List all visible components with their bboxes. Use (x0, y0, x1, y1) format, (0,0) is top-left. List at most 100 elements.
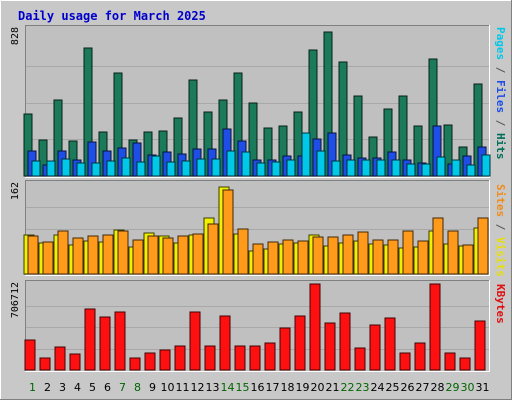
bar-kbytes-day-9 (144, 352, 156, 371)
bar-kbytes-day-2 (39, 357, 51, 371)
panel-1-legend-part-1: Pages (494, 27, 507, 60)
bar-pages-day-9 (151, 155, 161, 177)
chart-title: Daily usage for March 2025 (18, 9, 206, 23)
bar-sites-day-22 (342, 234, 354, 275)
x-tick-label-23: 23 (356, 381, 370, 394)
x-tick-label-12: 12 (191, 381, 205, 394)
bar-sites-day-15 (237, 228, 249, 275)
bar-sites-day-12 (192, 233, 204, 275)
panel-1-ymax-label: 828 (10, 27, 21, 45)
x-tick-label-17: 17 (266, 381, 280, 394)
bar-kbytes-day-16 (249, 345, 261, 371)
bar-pages-day-14 (226, 150, 236, 177)
panel-3-ymax-label: 706712 (10, 282, 21, 318)
x-tick-label-11: 11 (176, 381, 190, 394)
bar-kbytes-day-5 (84, 308, 96, 371)
bar-kbytes-day-29 (444, 352, 456, 371)
bar-kbytes-day-10 (159, 349, 171, 371)
bar-sites-day-29 (447, 230, 459, 275)
bar-sites-day-28 (432, 217, 444, 275)
bar-pages-day-5 (91, 162, 101, 177)
x-tick-label-7: 7 (119, 381, 126, 394)
panel-2: 162 Sites / Visits (10, 180, 507, 277)
bar-kbytes-day-1 (24, 339, 36, 371)
bar-kbytes-day-24 (369, 324, 381, 371)
bar-sites-day-24 (372, 239, 384, 275)
x-tick-label-29: 29 (446, 381, 460, 394)
x-tick-label-21: 21 (326, 381, 340, 394)
series-kbytes (24, 283, 486, 371)
panel-1: 828 Pages / Files / Hits (10, 25, 507, 178)
bar-pages-day-30 (466, 164, 476, 177)
x-tick-label-2: 2 (44, 381, 51, 394)
bar-sites-day-16 (252, 243, 264, 275)
x-tick-label-24: 24 (371, 381, 385, 394)
bar-kbytes-day-13 (204, 345, 216, 371)
panels: 828 Pages / Files / Hits 162 Sites / Visits… (10, 25, 507, 372)
bar-pages-day-22 (346, 159, 356, 177)
x-tick-label-16: 16 (251, 381, 265, 394)
x-tick-label-18: 18 (281, 381, 295, 394)
bar-sites-day-11 (177, 235, 189, 275)
x-tick-label-13: 13 (206, 381, 220, 394)
bar-sites-day-7 (117, 230, 129, 275)
bar-pages-day-12 (196, 158, 206, 177)
bar-kbytes-day-27 (414, 342, 426, 371)
panel-2-legend-part-2: / (494, 217, 507, 237)
panel-3-legend-part-1: KBytes (494, 284, 507, 324)
bar-kbytes-day-4 (69, 353, 81, 371)
series-sites (27, 189, 489, 275)
bar-pages-day-11 (181, 160, 191, 177)
x-tick-label-30: 30 (461, 381, 475, 394)
x-tick-label-26: 26 (401, 381, 415, 394)
bar-sites-day-8 (132, 239, 144, 275)
bar-sites-day-23 (357, 231, 369, 275)
bar-sites-day-20 (312, 236, 324, 275)
bar-kbytes-day-12 (189, 311, 201, 371)
bar-pages-day-7 (121, 157, 131, 177)
panel-2-legend-part-1: Sites (494, 184, 507, 217)
bar-pages-day-24 (376, 159, 386, 177)
x-tick-label-28: 28 (431, 381, 445, 394)
bar-sites-day-17 (267, 241, 279, 275)
x-tick-label-10: 10 (161, 381, 175, 394)
x-tick-label-5: 5 (89, 381, 96, 394)
x-tick-label-3: 3 (59, 381, 66, 394)
bar-sites-day-6 (102, 234, 114, 275)
bar-kbytes-day-17 (264, 342, 276, 371)
bar-sites-day-3 (57, 230, 69, 275)
bar-sites-day-1 (27, 235, 39, 275)
series-pages (31, 132, 491, 177)
bar-kbytes-day-30 (459, 357, 471, 371)
x-tick-label-14: 14 (221, 381, 235, 394)
bar-kbytes-day-26 (399, 352, 411, 371)
bar-pages-day-15 (241, 151, 251, 177)
x-tick-label-19: 19 (296, 381, 310, 394)
x-tick-label-20: 20 (311, 381, 325, 394)
bar-kbytes-day-8 (129, 357, 141, 371)
bar-kbytes-day-11 (174, 345, 186, 371)
x-tick-label-31: 31 (476, 381, 490, 394)
bar-sites-day-4 (72, 237, 84, 275)
bar-kbytes-day-20 (309, 283, 321, 371)
bar-pages-day-20 (316, 150, 326, 177)
bar-pages-day-4 (76, 162, 86, 177)
bar-kbytes-day-18 (279, 327, 291, 371)
x-tick-label-6: 6 (104, 381, 111, 394)
bar-pages-day-10 (166, 161, 176, 177)
bar-sites-day-31 (477, 217, 489, 275)
bar-kbytes-day-28 (429, 283, 441, 371)
bar-pages-day-23 (361, 159, 371, 177)
bar-kbytes-day-21 (324, 322, 336, 371)
panel-1-legend-part-3: Files (494, 80, 507, 113)
bar-pages-day-17 (271, 161, 281, 177)
bar-kbytes-day-15 (234, 345, 246, 371)
panel-1-legend: Pages / Files / Hits (494, 27, 507, 160)
panel-3: 706712 KBytes (10, 280, 507, 372)
bar-pages-day-6 (106, 160, 116, 177)
panel-1-legend-part-2: / (494, 60, 507, 80)
bar-pages-day-21 (331, 160, 341, 177)
x-tick-label-27: 27 (416, 381, 430, 394)
x-axis-labels: 1 2 3 4 5 6 7 8 9 10 11 12 13 14 15 16 17 18 19 20 21 22 23 24 2… (29, 381, 490, 394)
